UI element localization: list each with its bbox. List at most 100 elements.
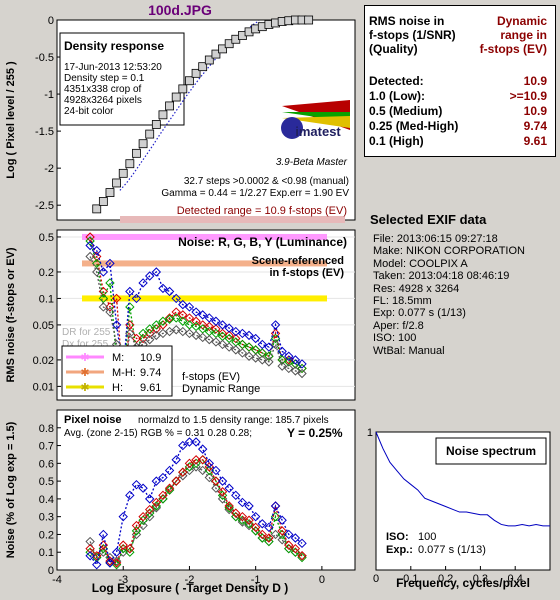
pixel-noise-point-Y bbox=[204, 472, 215, 483]
rms-row-medium: 0.5 (Medium) 10.9 bbox=[369, 104, 547, 118]
pixel-noise-point-R bbox=[237, 511, 248, 522]
noise-point-Y bbox=[250, 353, 261, 363]
noise-point-Y bbox=[105, 307, 115, 317]
noise-point-R bbox=[224, 330, 234, 341]
dr-header: Dynamic range in f-stops (EV) bbox=[479, 14, 547, 56]
noise-point-B bbox=[85, 240, 95, 251]
density-point bbox=[132, 148, 141, 158]
noise-threshold-band bbox=[82, 233, 327, 240]
density-point bbox=[204, 55, 214, 65]
noise-point-Y bbox=[297, 368, 307, 379]
noise-point-Y bbox=[237, 348, 248, 358]
pixel-noise-point-B bbox=[98, 529, 109, 540]
noise-point-G bbox=[151, 320, 162, 330]
svg-text:✱: ✱ bbox=[80, 367, 89, 379]
noise-point-R bbox=[184, 313, 195, 323]
pixel-noise-point-G bbox=[164, 485, 175, 495]
noise-point-B bbox=[111, 320, 122, 330]
noise-point-G bbox=[105, 278, 115, 288]
density-heading: Density response bbox=[64, 39, 164, 53]
noise-point-G bbox=[171, 313, 181, 323]
noise-point-R bbox=[178, 310, 188, 320]
pixel-noise-point-R bbox=[290, 543, 301, 554]
pixel-noise-point-R bbox=[164, 483, 175, 493]
density-point bbox=[218, 44, 227, 54]
pixel-noise-point-G bbox=[131, 526, 142, 536]
pixel-noise-point-B bbox=[171, 455, 181, 465]
pixel-noise-point-B bbox=[105, 558, 115, 568]
density-point bbox=[118, 168, 128, 178]
pixel-noise-point-G bbox=[290, 547, 301, 557]
pixel-noise-point-B bbox=[164, 465, 175, 476]
dr-legend-m: ✱ M: 10.9 bbox=[66, 352, 161, 364]
version-label: 3.9-Beta Master bbox=[276, 157, 348, 168]
rms-noise-table: RMS noise in f-stops (1/SNR) (Quality) D… bbox=[364, 5, 556, 157]
density-plot: 0 -0.5 -1 -1.5 -2 -2.5 Density response 17-Ju… bbox=[5, 15, 356, 223]
exif-fl: FL: 18.5mm bbox=[373, 295, 432, 308]
noise-point-B bbox=[211, 316, 221, 326]
pixel-noise-point-B bbox=[85, 551, 95, 561]
pixel-noise-point-B bbox=[224, 483, 234, 493]
density-point bbox=[151, 120, 161, 129]
noise-point-Y bbox=[92, 267, 102, 277]
density-ytick-label: -2.5 bbox=[35, 200, 54, 212]
pixel-noise-point-B bbox=[297, 538, 307, 549]
pixel-noise-point-R bbox=[111, 558, 122, 568]
pixel-noise-point-R bbox=[85, 543, 95, 554]
density-ytick-label: 0 bbox=[48, 15, 54, 27]
pixel-noise-point-B bbox=[257, 519, 267, 529]
noise-data bbox=[85, 232, 307, 392]
noise-point-Y bbox=[264, 357, 274, 367]
dr-caption-2: Dynamic Range bbox=[182, 383, 260, 395]
noise-point-B bbox=[264, 342, 274, 352]
pixel-noise-point-B bbox=[145, 494, 155, 504]
pixel-noise-point-R bbox=[297, 551, 307, 561]
dr-legend-h: ✱ H: 9.61 bbox=[66, 382, 161, 394]
pixel-noise-point-G bbox=[138, 515, 148, 525]
density-point bbox=[92, 204, 102, 214]
pixel-noise-xtick-label: 0 bbox=[319, 574, 325, 586]
pixel-noise-point-R bbox=[257, 529, 267, 540]
exif-model: Model: COOLPIX A bbox=[373, 257, 468, 270]
scene-ref-1: Scene-referenced bbox=[252, 255, 344, 267]
density-point bbox=[185, 76, 194, 86]
spectrum-xtick-label: 0.2 bbox=[438, 573, 453, 585]
pixel-noise-ytick-label: 0.2 bbox=[39, 529, 54, 541]
pixel-noise-point-G bbox=[297, 552, 307, 563]
noise-point-Y bbox=[125, 328, 135, 339]
pixel-noise-point-G bbox=[224, 503, 234, 513]
pixel-noise-point-R bbox=[204, 462, 215, 472]
pixel-noise-ticks: 0 0.1 0.2 0.3 0.4 0.5 0.6 0.7 0.8 -4 -3 -2 -1 0 bbox=[39, 423, 325, 586]
density-info-4: 4928x3264 pixels bbox=[64, 95, 142, 106]
density-point bbox=[112, 178, 121, 188]
noise-point-Y bbox=[277, 361, 287, 371]
pixel-noise-point-G bbox=[257, 533, 267, 543]
pixel-noise-point-B bbox=[178, 440, 188, 451]
noise-point-B bbox=[105, 258, 115, 269]
detected-range-bar bbox=[120, 216, 345, 223]
pixel-noise-point-B bbox=[131, 479, 142, 490]
dr-legend-mh: ✱ M-H: 9.74 bbox=[66, 367, 161, 379]
detected-range-label: Detected range = 10.9 f-stops (EV) bbox=[177, 205, 347, 217]
pixel-noise-point-B bbox=[92, 559, 102, 570]
exif-panel: Selected EXIF data File: 2013:06:15 09:2… bbox=[370, 212, 556, 357]
pixel-noise-point-B bbox=[191, 437, 201, 447]
pixel-noise-point-R bbox=[224, 501, 234, 511]
noise-point-B bbox=[237, 328, 248, 339]
logo-text: imatest bbox=[295, 124, 341, 139]
noise-point-Y bbox=[231, 345, 241, 355]
spectrum-xtick-label: 0.1 bbox=[403, 573, 418, 585]
pixel-noise-point-G bbox=[284, 543, 294, 554]
pixel-noise-xtick-label: -4 bbox=[52, 574, 62, 586]
noise-point-G bbox=[257, 348, 267, 358]
noise-point-B bbox=[131, 293, 142, 304]
noise-point-Y bbox=[197, 332, 208, 343]
exif-aper: Aper: f/2.8 bbox=[373, 319, 424, 332]
noise-point-G bbox=[125, 302, 135, 312]
pixel-noise-point-Y bbox=[197, 465, 208, 476]
noise-ylabel: RMS noise (f-stops or EV) bbox=[5, 247, 17, 382]
scene-ref-2: in f-stops (EV) bbox=[269, 267, 344, 279]
noise-point-B bbox=[297, 359, 307, 369]
spectrum-iso-value: 100 bbox=[418, 531, 436, 543]
